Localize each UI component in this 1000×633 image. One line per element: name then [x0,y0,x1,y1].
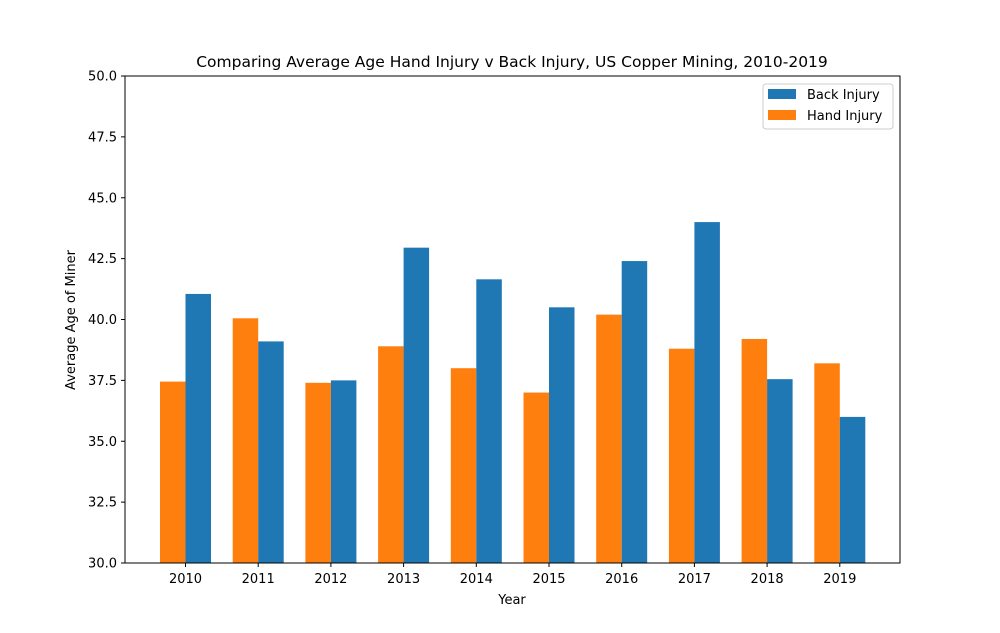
legend-label: Hand Injury [807,109,883,124]
bar-back-injury-2011 [258,341,284,563]
bars-group [160,222,866,564]
x-tick-label: 2013 [387,572,420,587]
bar-back-injury-2016 [621,261,648,563]
bar-back-injury-2015 [549,307,575,563]
bar-hand-injury-2015 [523,392,549,563]
x-tick-label: 2019 [823,572,856,587]
bar-hand-injury-2014 [450,368,477,563]
bar-hand-injury-2016 [596,314,622,563]
x-tick-label: 2016 [605,572,638,587]
bar-hand-injury-2018 [741,338,768,563]
bar-hand-injury-2013 [378,346,404,563]
x-tick-label: 2018 [751,572,784,587]
y-axis: 30.0 32.5 35.0 37.5 40.0 42.5 45.0 47.5 50.0 [88,70,125,572]
y-axis-label: Average Age of Miner [64,249,79,390]
legend-swatch [768,110,796,120]
bar-hand-injury-2012 [305,382,331,563]
x-tick-label: 2011 [242,572,275,587]
bar-back-injury-2013 [403,247,430,564]
x-tick-label: 2015 [532,572,565,587]
y-tick-label: 37.5 [88,374,117,389]
y-tick-label: 32.5 [88,496,117,511]
chart-title: Comparing Average Age Hand Injury v Back… [196,53,828,71]
y-tick-label: 45.0 [88,191,117,206]
x-tick-label: 2014 [460,572,493,587]
bar-back-injury-2010 [185,293,211,563]
y-tick-label: 47.5 [88,130,117,145]
legend-label: Back Injury [807,88,880,103]
x-tick-label: 2012 [314,572,347,587]
bar-back-injury-2014 [476,279,502,563]
x-tick-label: 2010 [169,572,202,587]
bar-back-injury-2012 [330,380,357,564]
y-tick-label: 42.5 [88,252,117,267]
x-axis: 2010 2011 2012 2013 2014 2015 2016 2017 2018 2019 [169,563,856,587]
bar-back-injury-2017 [694,222,720,563]
bar-hand-injury-2011 [232,318,259,563]
bar-hand-injury-2017 [668,348,695,563]
x-tick-label: 2017 [678,572,711,587]
x-axis-label: Year [497,593,526,608]
y-tick-label: 50.0 [88,70,117,85]
bar-hand-injury-2019 [814,363,840,563]
bar-back-injury-2018 [767,379,793,563]
legend-swatch [768,89,796,99]
plot-frame [124,75,901,564]
y-tick-label: 35.0 [88,435,117,450]
bar-hand-injury-2010 [160,381,186,563]
y-tick-label: 40.0 [88,313,117,328]
y-tick-label: 30.0 [88,557,117,572]
legend: Back Injury Hand Injury [762,83,894,130]
bar-back-injury-2019 [839,416,866,563]
